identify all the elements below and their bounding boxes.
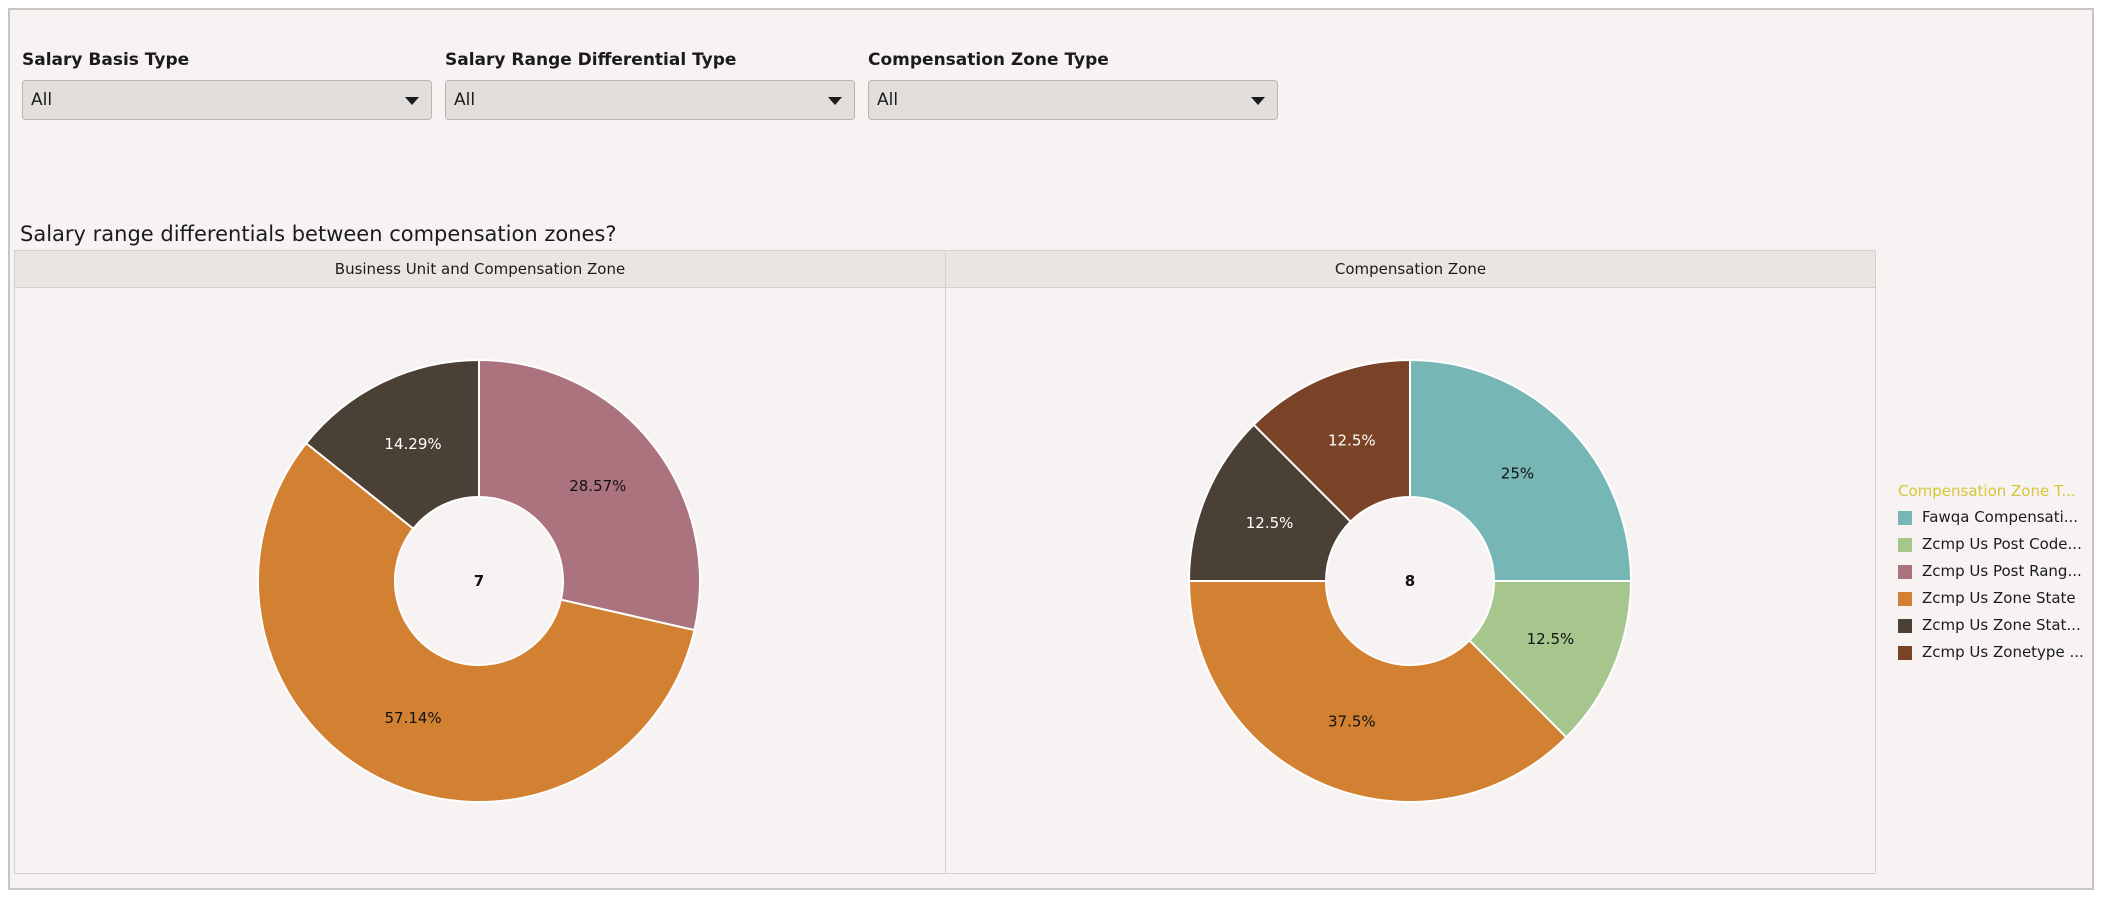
legend-swatch (1898, 565, 1912, 579)
select-value: All (877, 90, 899, 110)
panel-title: Business Unit and Compensation Zone (15, 251, 945, 288)
donut-chart-business-unit: 28.57% 57.14% 14.29% 7 (257, 358, 701, 803)
legend-label: Zcmp Us Post Rang... (1922, 562, 2082, 580)
legend-swatch (1898, 646, 1912, 660)
dashboard-frame: Salary Basis Type All Salary Range Diffe… (8, 8, 2094, 890)
slice-percent-label: 12.5% (1246, 514, 1294, 532)
legend-item[interactable]: Fawqa Compensati... (1898, 504, 2098, 531)
slice-percent-label: 57.14% (384, 709, 441, 727)
legend-item[interactable]: Zcmp Us Post Rang... (1898, 558, 2098, 585)
panel-compensation-zone: Compensation Zone 25% 12.5% 37.5% 12.5% 12.5… (946, 251, 1875, 873)
slice-percent-label: 25% (1501, 465, 1534, 483)
filter-label: Compensation Zone Type (868, 50, 1109, 70)
donut-center-total: 7 (474, 572, 484, 590)
donut-slice[interactable] (1252, 358, 1411, 524)
filter-label: Salary Range Differential Type (445, 50, 737, 70)
donut-slice[interactable] (257, 441, 696, 803)
salary-basis-type-select[interactable]: All (22, 80, 432, 120)
donut-chart-compensation-zone: 25% 12.5% 37.5% 12.5% 12.5% 8 (1187, 358, 1633, 803)
chevron-down-icon (1251, 97, 1265, 105)
filter-salary-basis-type: Salary Basis Type All (22, 48, 432, 120)
chevron-down-icon (828, 97, 842, 105)
legend-label: Zcmp Us Post Code... (1922, 535, 2082, 553)
chevron-down-icon (405, 97, 419, 105)
legend-item[interactable]: Zcmp Us Post Code... (1898, 531, 2098, 558)
legend-swatch (1898, 538, 1912, 552)
slice-percent-label: 28.57% (569, 477, 626, 495)
legend-label: Zcmp Us Zone Stat... (1922, 616, 2081, 634)
slice-percent-label: 12.5% (1527, 630, 1575, 648)
filter-label: Salary Basis Type (22, 50, 190, 70)
donut-slice[interactable] (304, 358, 480, 531)
legend-label: Zcmp Us Zonetype ... (1922, 643, 2084, 661)
legend-label: Fawqa Compensati... (1922, 508, 2079, 526)
legend-title: Compensation Zone T... (1898, 482, 2076, 500)
legend-swatch (1898, 592, 1912, 606)
filter-salary-range-differential-type: Salary Range Differential Type All (445, 48, 855, 120)
slice-percent-label: 14.29% (384, 435, 441, 453)
legend-label: Zcmp Us Zone State (1922, 589, 2076, 607)
donut-slice[interactable] (1187, 580, 1568, 803)
donut-slice[interactable] (1187, 423, 1353, 582)
legend-swatch (1898, 511, 1912, 525)
panel-title: Compensation Zone (946, 251, 1875, 288)
legend-item[interactable]: Zcmp Us Zonetype ... (1898, 639, 2098, 666)
slice-percent-label: 37.5% (1328, 712, 1376, 730)
panel-business-unit-compensation-zone: Business Unit and Compensation Zone 28.5… (15, 251, 946, 873)
donut-slice[interactable] (1467, 580, 1633, 739)
question-title: Salary range differentials between compe… (20, 222, 617, 246)
select-value: All (31, 90, 53, 110)
slice-percent-label: 12.5% (1328, 432, 1376, 450)
salary-range-differential-type-select[interactable]: All (445, 80, 855, 120)
legend-item[interactable]: Zcmp Us Zone State (1898, 585, 2098, 612)
chart-panels: Business Unit and Compensation Zone 28.5… (14, 250, 1876, 874)
legend-item[interactable]: Zcmp Us Zone Stat... (1898, 612, 2098, 639)
donut-slice[interactable] (1409, 358, 1633, 582)
select-value: All (454, 90, 476, 110)
filter-compensation-zone-type: Compensation Zone Type All (868, 48, 1278, 120)
donut-slice[interactable] (478, 358, 701, 632)
compensation-zone-type-select[interactable]: All (868, 80, 1278, 120)
donut-center-total: 8 (1405, 572, 1415, 590)
legend-swatch (1898, 619, 1912, 633)
chart-legend: Compensation Zone T... Fawqa Compensati.… (1898, 478, 2098, 666)
